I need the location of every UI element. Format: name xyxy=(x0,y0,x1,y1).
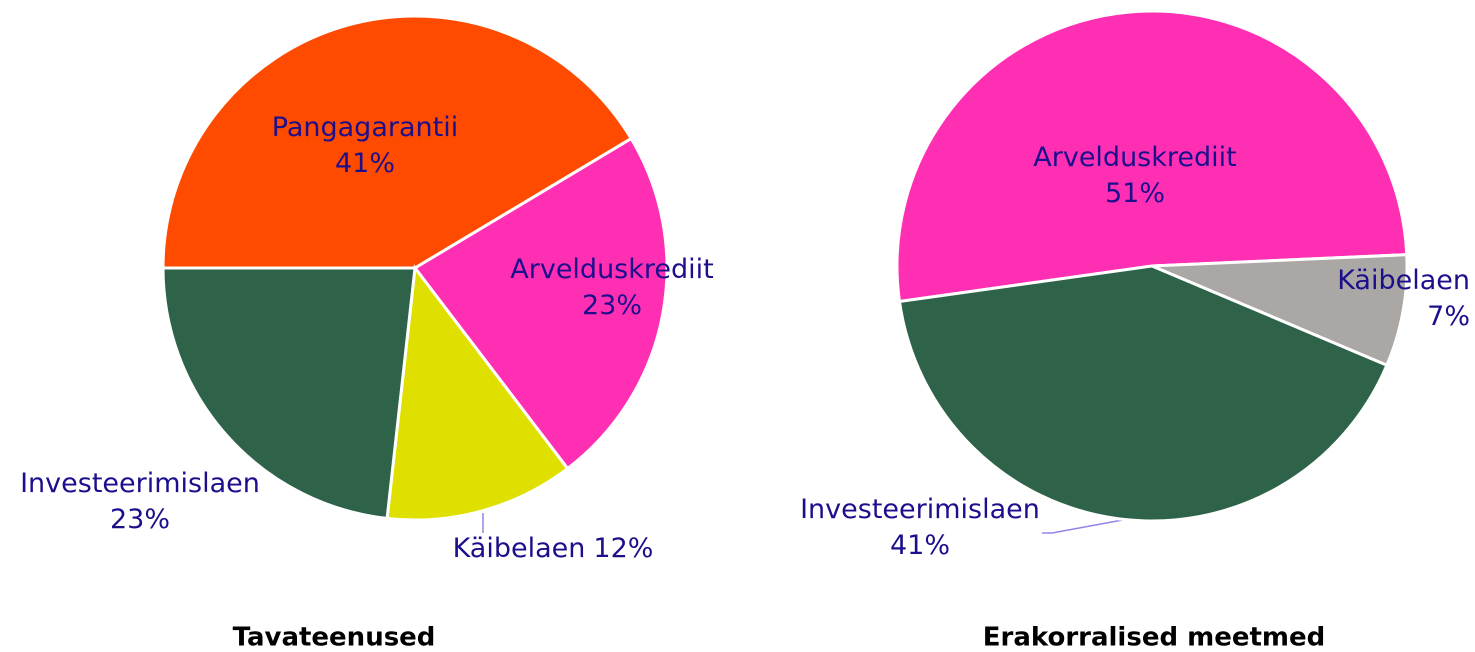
slice-label: Investeerimislaen 23% xyxy=(20,468,260,535)
slice-label: Pangagarantii 41% xyxy=(272,112,458,179)
slice-label: Käibelaen 12% xyxy=(453,533,654,564)
slice-name: Arvelduskrediit xyxy=(1033,142,1236,173)
slice-value: 51% xyxy=(1105,178,1165,209)
slice-value: 23% xyxy=(582,290,642,321)
slice-name: Käibelaen xyxy=(453,533,586,564)
slice-name: Investeerimislaen xyxy=(800,494,1040,525)
slice-label: Investeerimislaen 41% xyxy=(800,494,1040,561)
pie-slice xyxy=(895,9,1409,304)
leader-line xyxy=(1042,518,1129,534)
pie-slice xyxy=(385,264,570,522)
slice-label: Käibelaen 7% xyxy=(1337,265,1470,332)
slice-value: 41% xyxy=(335,148,395,179)
slice-label: Arvelduskrediit 51% xyxy=(1033,142,1236,209)
slice-value: 7% xyxy=(1427,301,1470,332)
pie xyxy=(161,14,669,522)
slice-value: 12% xyxy=(593,533,653,564)
slice-name: Arvelduskrediit xyxy=(510,254,713,285)
slice-name: Käibelaen xyxy=(1337,265,1470,296)
pie-slice xyxy=(897,264,1389,523)
slice-value: 41% xyxy=(890,530,950,561)
pie xyxy=(895,9,1409,523)
slice-label: Arvelduskrediit 23% xyxy=(510,254,713,321)
slice-value: 23% xyxy=(110,504,170,535)
pie-slice xyxy=(412,136,669,471)
chart-title: Erakorralised meetmed xyxy=(983,623,1326,652)
pie-slice xyxy=(161,266,417,521)
slice-name: Pangagarantii xyxy=(272,112,458,143)
pie-slice xyxy=(1151,253,1409,368)
pie-slice xyxy=(161,14,634,270)
slice-name: Investeerimislaen xyxy=(20,468,260,499)
chart-title: Tavateenused xyxy=(233,623,436,652)
